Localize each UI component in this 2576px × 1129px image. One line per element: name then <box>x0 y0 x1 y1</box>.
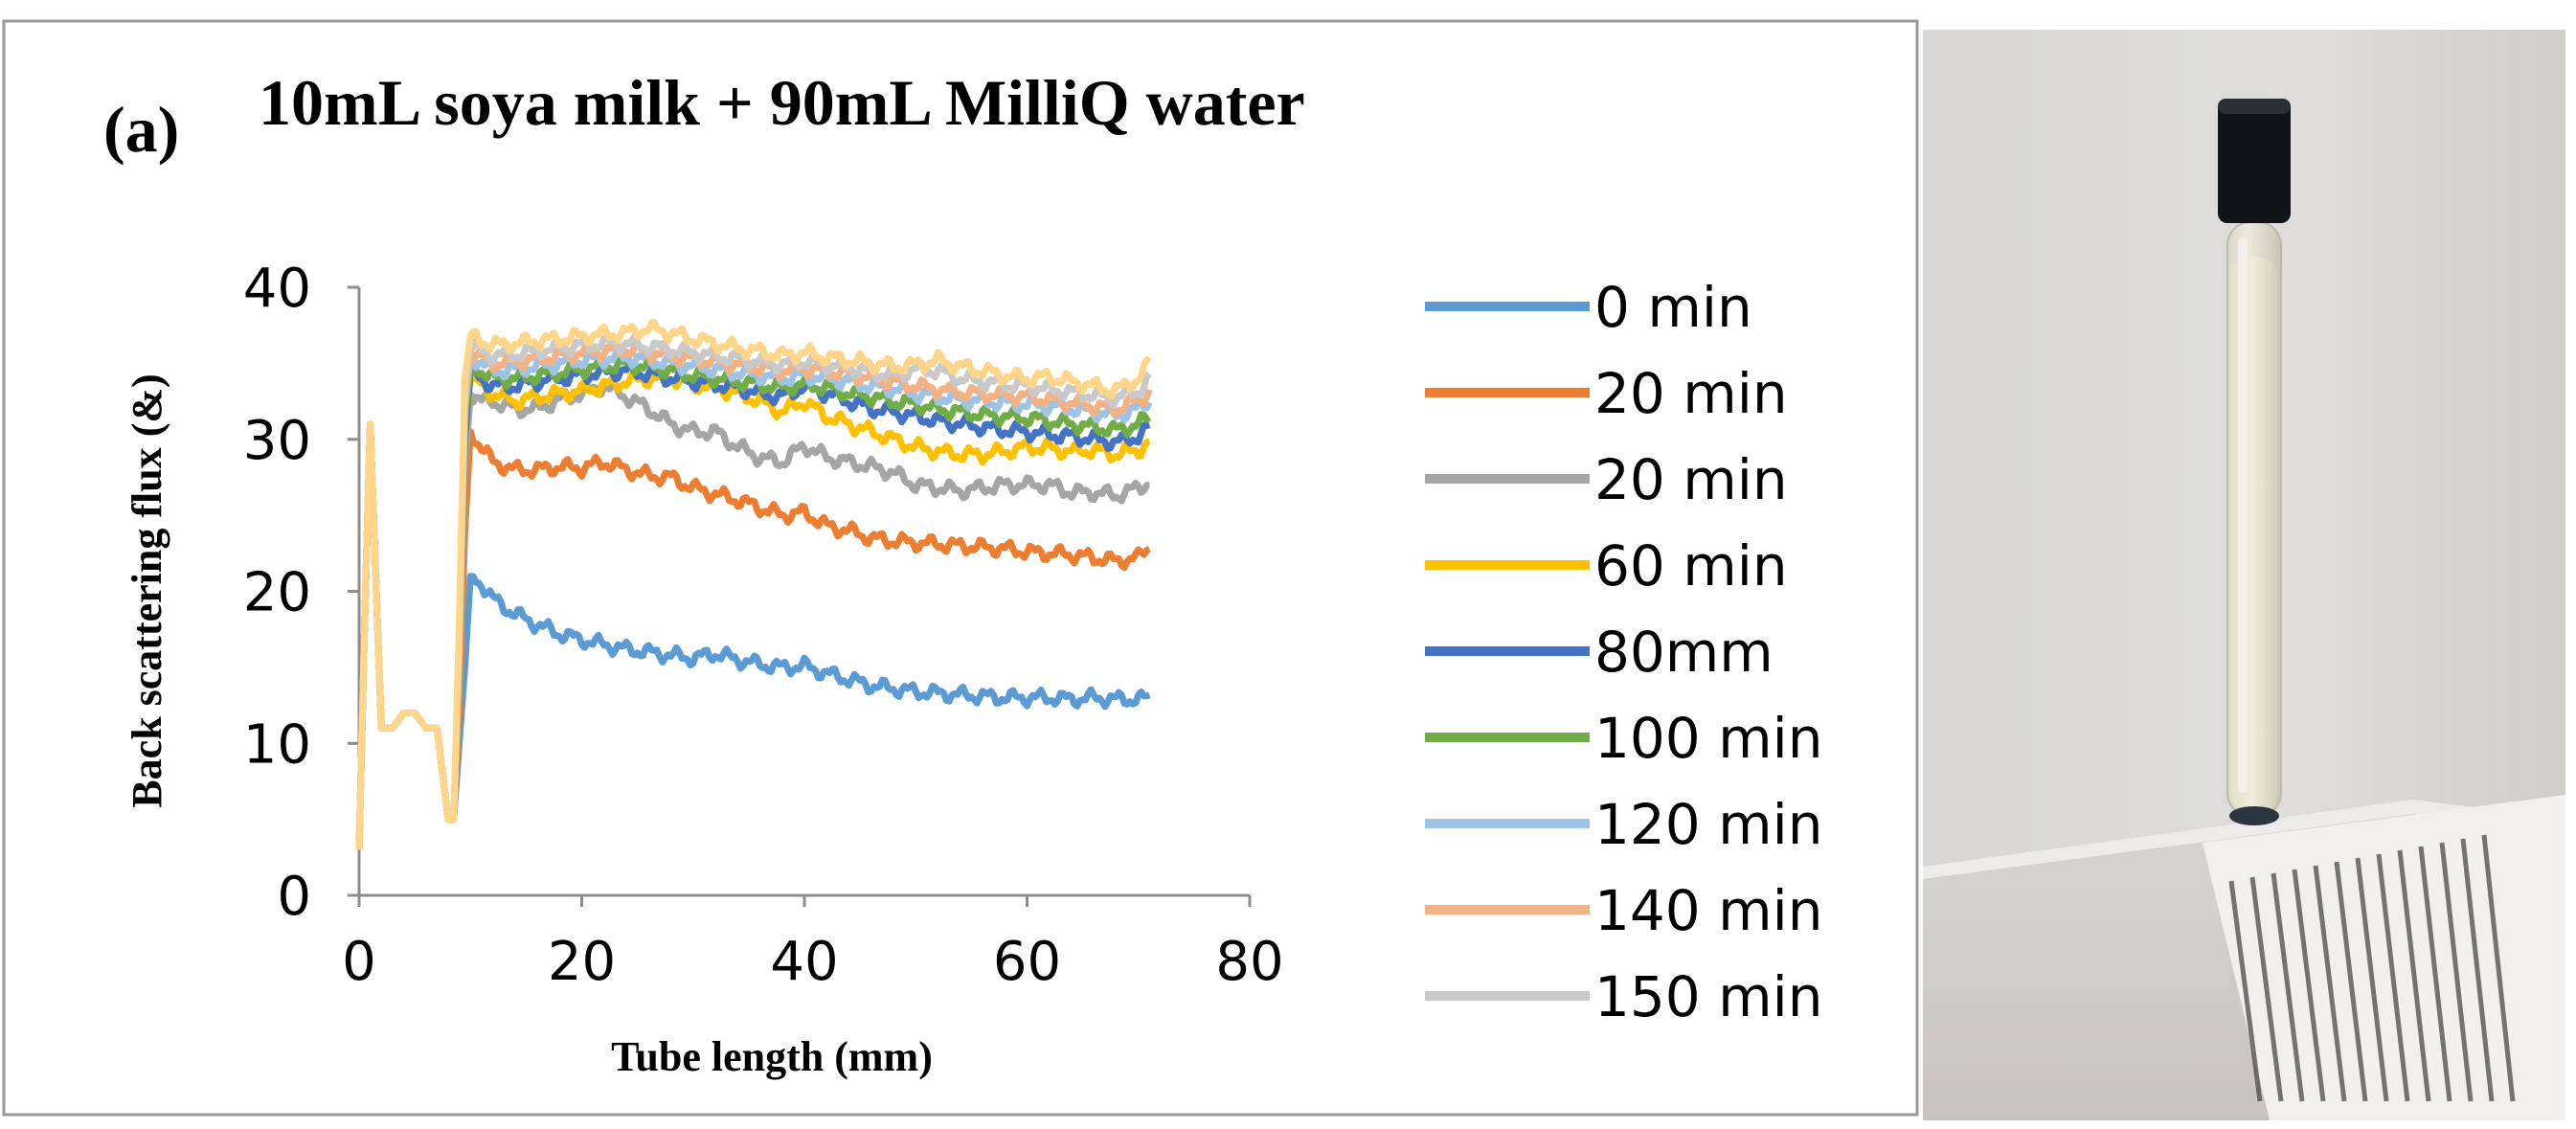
y-tick-label: 10 <box>243 713 311 776</box>
y-tick-label: 40 <box>243 258 311 320</box>
legend-label: 0 min <box>1594 275 1752 340</box>
x-tick-label: 0 <box>342 931 376 993</box>
series-line-150-min <box>355 332 1152 850</box>
tick-layer: 0 10 20 30 40 0 20 40 60 80 <box>243 258 1284 993</box>
tube-cap-top <box>2218 99 2291 114</box>
legend: 0 min 20 min 20 min 60 min 80mm 100 min 120 mi… <box>1425 275 1823 1029</box>
tube-highlight <box>2238 237 2248 793</box>
legend-label: 20 min <box>1594 361 1788 426</box>
series-line-0-min <box>355 420 1151 850</box>
panel-label: (a) <box>103 93 179 166</box>
y-tick-label: 0 <box>277 866 311 928</box>
x-tick-label: 40 <box>770 931 838 993</box>
series-line-20-min <box>355 420 1151 850</box>
legend-label: 80mm <box>1594 620 1774 685</box>
legend-label: 140 min <box>1594 878 1823 943</box>
series-line-20-min <box>355 380 1150 850</box>
series-line-60-min <box>355 367 1151 850</box>
legend-label: 20 min <box>1594 447 1788 512</box>
series-line-150-min-top-trace- <box>355 318 1152 850</box>
legend-label: 120 min <box>1594 792 1823 857</box>
chart-frame <box>2 19 1919 1117</box>
tube-base <box>2229 806 2279 825</box>
legend-label: 100 min <box>1594 706 1823 771</box>
y-tick-label: 30 <box>243 410 311 472</box>
series-line-80mm <box>355 361 1151 850</box>
y-tick-label: 20 <box>243 562 311 624</box>
x-tick-label: 60 <box>993 931 1061 993</box>
legend-label: 150 min <box>1594 964 1823 1029</box>
y-axis-label: Back scattering flux (&) <box>124 373 170 807</box>
x-tick-label: 20 <box>548 931 616 993</box>
legend-label: 60 min <box>1594 533 1788 598</box>
tube-sample <box>2231 257 2277 812</box>
series-line-100-min <box>355 354 1152 850</box>
series-layer <box>355 318 1153 850</box>
tube-cap <box>2218 99 2291 223</box>
x-tick-label: 80 <box>1215 931 1283 993</box>
x-axis-label: Tube length (mm) <box>611 1033 933 1080</box>
tube-photo <box>1923 30 2565 1120</box>
label-text-lines <box>2228 834 2516 1102</box>
chart-title: 10mL soya milk + 90mL MilliQ water <box>259 66 1305 139</box>
